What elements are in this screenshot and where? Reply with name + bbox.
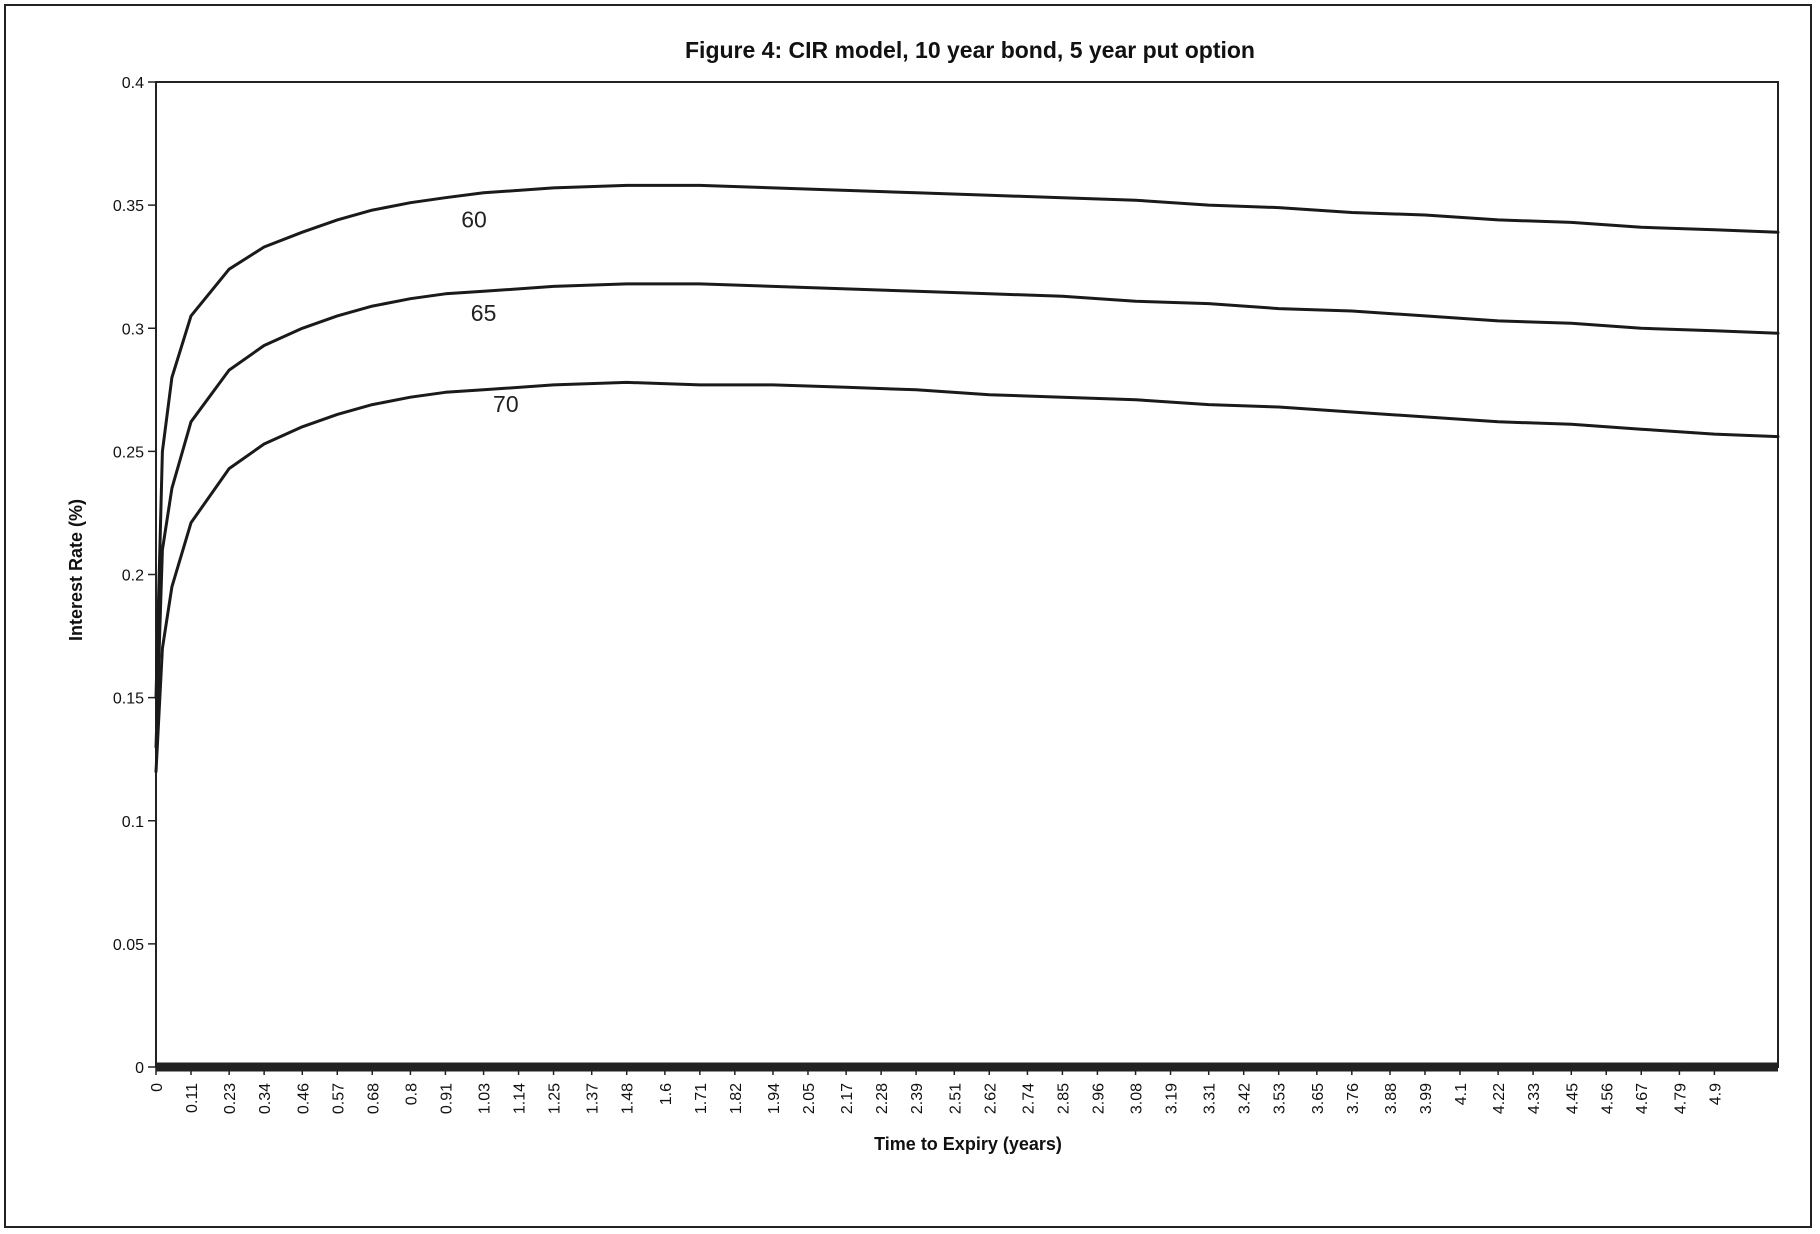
- x-tick-label: 1.03: [477, 1083, 494, 1114]
- x-tick-label: 1.82: [728, 1083, 745, 1114]
- x-tick-label: 1.25: [547, 1083, 564, 1114]
- y-tick-label: 0.1: [122, 814, 144, 831]
- x-tick-label: 4.79: [1672, 1083, 1689, 1114]
- x-tick-label: 0.68: [365, 1083, 382, 1114]
- y-axis-label: Interest Rate (%): [66, 499, 86, 641]
- series-labels: 60 65 70: [461, 206, 518, 417]
- plot-area: [155, 81, 1779, 1072]
- y-tick-label: 0.05: [113, 937, 144, 954]
- x-tick-label: 4.45: [1564, 1083, 1581, 1114]
- x-tick-label: 3.76: [1345, 1083, 1362, 1114]
- x-tick-label: 1.94: [766, 1083, 783, 1114]
- x-tick-label: 2.17: [839, 1083, 856, 1114]
- x-tick-label: 2.05: [801, 1083, 818, 1114]
- series-label-70: 70: [493, 391, 519, 417]
- series-label-65: 65: [471, 300, 497, 326]
- x-tick-label: 2.39: [909, 1083, 926, 1114]
- y-axis: 0 0.05 0.1 0.15 0.2 0.25 0.3 0.35 0.4: [113, 75, 156, 1077]
- x-tick-label: 2.74: [1020, 1083, 1037, 1114]
- x-tick-label: 2.96: [1090, 1083, 1107, 1114]
- x-tick-label: 3.88: [1383, 1083, 1400, 1114]
- x-tick-label: 1.14: [512, 1083, 529, 1114]
- x-tick-label: 0.46: [295, 1083, 312, 1114]
- x-tick-label: 1.48: [620, 1083, 637, 1114]
- x-tick-label: 2.85: [1055, 1083, 1072, 1114]
- series-line-60: [154, 183, 1780, 700]
- x-tick-label: 3.53: [1272, 1083, 1289, 1114]
- series-label-60: 60: [461, 206, 487, 232]
- x-tick-label: 0.11: [184, 1083, 201, 1113]
- x-axis: 0 0.11 0.23 0.34 0.46 0.57 0.68 0.8 0.91 1.03 1.14…: [149, 1067, 1724, 1114]
- y-tick-label: 0.2: [122, 568, 144, 585]
- x-tick-label: 1.37: [585, 1083, 602, 1114]
- x-tick-label: 2.28: [874, 1083, 891, 1114]
- x-tick-label: 0.23: [222, 1083, 239, 1114]
- x-tick-label: 4.9: [1707, 1083, 1724, 1105]
- x-tick-label: 1.6: [658, 1083, 675, 1105]
- x-tick-label: 4.67: [1634, 1083, 1651, 1114]
- y-tick-label: 0.3: [122, 321, 144, 338]
- y-tick-label: 0.35: [113, 198, 144, 215]
- plot-border: [155, 81, 1779, 1068]
- x-tick-label: 0: [149, 1083, 166, 1092]
- y-tick-label: 0.25: [113, 444, 144, 461]
- x-tick-label: 0.34: [257, 1083, 274, 1114]
- x-tick-label: 0.91: [438, 1083, 455, 1114]
- x-tick-label: 3.65: [1310, 1083, 1327, 1114]
- y-tick-label: 0.15: [113, 691, 144, 708]
- x-tick-label: 4.56: [1599, 1083, 1616, 1114]
- series-group: [154, 183, 1780, 773]
- y-tick-label: 0.4: [122, 75, 144, 92]
- x-tick-label: 3.42: [1237, 1083, 1254, 1114]
- x-tick-label: 2.51: [947, 1083, 964, 1114]
- series-line-65: [154, 282, 1780, 749]
- x-tick-label: 3.99: [1418, 1083, 1435, 1114]
- x-tick-label: 3.08: [1129, 1083, 1146, 1114]
- x-tick-label: 4.22: [1491, 1083, 1508, 1114]
- x-tick-label: 0.57: [330, 1083, 347, 1114]
- x-tick-label: 1.71: [693, 1083, 710, 1114]
- y-tick-label: 0: [135, 1060, 144, 1077]
- x-tick-label: 3.19: [1164, 1083, 1181, 1114]
- x-axis-label: Time to Expiry (years): [874, 1134, 1062, 1154]
- x-tick-label: 2.62: [982, 1083, 999, 1114]
- chart-frame: [4, 4, 1812, 1228]
- x-tick-label: 4.1: [1453, 1083, 1470, 1105]
- x-tick-label: 3.31: [1202, 1083, 1219, 1114]
- chart-title: Figure 4: CIR model, 10 year bond, 5 yea…: [685, 37, 1255, 63]
- x-tick-label: 4.33: [1526, 1083, 1543, 1114]
- series-line-70: [154, 380, 1780, 773]
- x-tick-label: 0.8: [403, 1083, 420, 1105]
